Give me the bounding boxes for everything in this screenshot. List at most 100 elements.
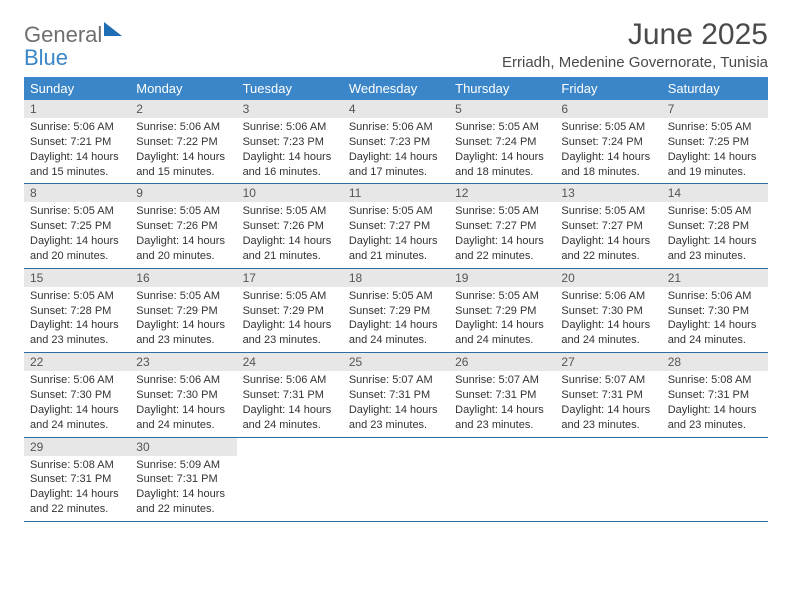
- day-line-sr: Sunrise: 5:06 AM: [136, 120, 230, 135]
- calendar-day: 25Sunrise: 5:07 AMSunset: 7:31 PMDayligh…: [343, 353, 449, 436]
- calendar-week: 22Sunrise: 5:06 AMSunset: 7:30 PMDayligh…: [24, 353, 768, 437]
- day-line-d1: Daylight: 14 hours: [455, 403, 549, 418]
- day-line-d1: Daylight: 14 hours: [455, 234, 549, 249]
- day-line-ss: Sunset: 7:29 PM: [349, 304, 443, 319]
- calendar-day: 17Sunrise: 5:05 AMSunset: 7:29 PMDayligh…: [237, 269, 343, 352]
- day-line-ss: Sunset: 7:27 PM: [455, 219, 549, 234]
- calendar-day: 22Sunrise: 5:06 AMSunset: 7:30 PMDayligh…: [24, 353, 130, 436]
- calendar-day: 23Sunrise: 5:06 AMSunset: 7:30 PMDayligh…: [130, 353, 236, 436]
- day-details: Sunrise: 5:05 AMSunset: 7:27 PMDaylight:…: [343, 202, 449, 267]
- day-line-d2: and 23 minutes.: [349, 418, 443, 433]
- day-details: Sunrise: 5:07 AMSunset: 7:31 PMDaylight:…: [555, 371, 661, 436]
- day-line-d2: and 22 minutes.: [455, 249, 549, 264]
- day-line-sr: Sunrise: 5:09 AM: [136, 458, 230, 473]
- day-number: 29: [24, 438, 130, 456]
- day-details: Sunrise: 5:05 AMSunset: 7:27 PMDaylight:…: [449, 202, 555, 267]
- day-details: Sunrise: 5:05 AMSunset: 7:29 PMDaylight:…: [237, 287, 343, 352]
- day-line-d2: and 23 minutes.: [136, 333, 230, 348]
- dow-cell: Saturday: [662, 77, 768, 100]
- day-line-d1: Daylight: 14 hours: [668, 318, 762, 333]
- logo-text-blue: Blue: [24, 45, 68, 70]
- day-line-sr: Sunrise: 5:05 AM: [455, 289, 549, 304]
- calendar-day: 8Sunrise: 5:05 AMSunset: 7:25 PMDaylight…: [24, 184, 130, 267]
- day-line-d1: Daylight: 14 hours: [668, 234, 762, 249]
- day-number: 30: [130, 438, 236, 456]
- day-details: Sunrise: 5:05 AMSunset: 7:25 PMDaylight:…: [662, 118, 768, 183]
- calendar-day: 18Sunrise: 5:05 AMSunset: 7:29 PMDayligh…: [343, 269, 449, 352]
- day-line-sr: Sunrise: 5:06 AM: [136, 373, 230, 388]
- calendar-day: 21Sunrise: 5:06 AMSunset: 7:30 PMDayligh…: [662, 269, 768, 352]
- day-details: Sunrise: 5:07 AMSunset: 7:31 PMDaylight:…: [343, 371, 449, 436]
- day-details: Sunrise: 5:06 AMSunset: 7:23 PMDaylight:…: [343, 118, 449, 183]
- day-number: 23: [130, 353, 236, 371]
- day-line-d2: and 24 minutes.: [349, 333, 443, 348]
- day-line-d1: Daylight: 14 hours: [243, 318, 337, 333]
- day-line-d2: and 17 minutes.: [349, 165, 443, 180]
- day-details: Sunrise: 5:07 AMSunset: 7:31 PMDaylight:…: [449, 371, 555, 436]
- day-line-d2: and 23 minutes.: [561, 418, 655, 433]
- day-line-sr: Sunrise: 5:05 AM: [30, 204, 124, 219]
- day-line-ss: Sunset: 7:23 PM: [243, 135, 337, 150]
- day-line-d2: and 16 minutes.: [243, 165, 337, 180]
- day-details: Sunrise: 5:08 AMSunset: 7:31 PMDaylight:…: [24, 456, 130, 521]
- calendar-day: 11Sunrise: 5:05 AMSunset: 7:27 PMDayligh…: [343, 184, 449, 267]
- day-line-ss: Sunset: 7:24 PM: [455, 135, 549, 150]
- day-line-sr: Sunrise: 5:06 AM: [243, 120, 337, 135]
- day-line-d1: Daylight: 14 hours: [668, 150, 762, 165]
- day-line-d1: Daylight: 14 hours: [243, 150, 337, 165]
- day-number: 15: [24, 269, 130, 287]
- day-details: Sunrise: 5:06 AMSunset: 7:30 PMDaylight:…: [662, 287, 768, 352]
- calendar-day: 27Sunrise: 5:07 AMSunset: 7:31 PMDayligh…: [555, 353, 661, 436]
- day-line-d2: and 22 minutes.: [30, 502, 124, 517]
- day-number: 3: [237, 100, 343, 118]
- day-line-ss: Sunset: 7:29 PM: [455, 304, 549, 319]
- day-number: 10: [237, 184, 343, 202]
- day-line-sr: Sunrise: 5:05 AM: [349, 204, 443, 219]
- day-line-d2: and 15 minutes.: [30, 165, 124, 180]
- day-details: Sunrise: 5:05 AMSunset: 7:29 PMDaylight:…: [130, 287, 236, 352]
- day-details: Sunrise: 5:08 AMSunset: 7:31 PMDaylight:…: [662, 371, 768, 436]
- day-line-ss: Sunset: 7:31 PM: [243, 388, 337, 403]
- day-line-ss: Sunset: 7:29 PM: [136, 304, 230, 319]
- day-line-ss: Sunset: 7:23 PM: [349, 135, 443, 150]
- day-line-ss: Sunset: 7:25 PM: [30, 219, 124, 234]
- calendar-day: 29Sunrise: 5:08 AMSunset: 7:31 PMDayligh…: [24, 438, 130, 521]
- day-line-d1: Daylight: 14 hours: [349, 234, 443, 249]
- day-line-ss: Sunset: 7:31 PM: [455, 388, 549, 403]
- calendar-week: 8Sunrise: 5:05 AMSunset: 7:25 PMDaylight…: [24, 184, 768, 268]
- day-number: 17: [237, 269, 343, 287]
- day-line-d2: and 20 minutes.: [30, 249, 124, 264]
- day-line-d2: and 23 minutes.: [243, 333, 337, 348]
- day-details: Sunrise: 5:05 AMSunset: 7:26 PMDaylight:…: [130, 202, 236, 267]
- day-line-ss: Sunset: 7:24 PM: [561, 135, 655, 150]
- day-line-ss: Sunset: 7:30 PM: [136, 388, 230, 403]
- day-number: 2: [130, 100, 236, 118]
- day-line-sr: Sunrise: 5:06 AM: [668, 289, 762, 304]
- day-line-sr: Sunrise: 5:05 AM: [243, 289, 337, 304]
- day-details: Sunrise: 5:06 AMSunset: 7:31 PMDaylight:…: [237, 371, 343, 436]
- day-line-sr: Sunrise: 5:07 AM: [455, 373, 549, 388]
- day-line-d2: and 18 minutes.: [561, 165, 655, 180]
- day-number: 6: [555, 100, 661, 118]
- day-details: Sunrise: 5:09 AMSunset: 7:31 PMDaylight:…: [130, 456, 236, 521]
- day-of-week-header: Sunday Monday Tuesday Wednesday Thursday…: [24, 77, 768, 100]
- day-line-d1: Daylight: 14 hours: [455, 150, 549, 165]
- day-number: 8: [24, 184, 130, 202]
- day-number: 27: [555, 353, 661, 371]
- day-line-sr: Sunrise: 5:05 AM: [136, 289, 230, 304]
- calendar-day: 2Sunrise: 5:06 AMSunset: 7:22 PMDaylight…: [130, 100, 236, 183]
- day-line-sr: Sunrise: 5:07 AM: [561, 373, 655, 388]
- day-number: 5: [449, 100, 555, 118]
- day-line-d1: Daylight: 14 hours: [561, 403, 655, 418]
- calendar-day: 30Sunrise: 5:09 AMSunset: 7:31 PMDayligh…: [130, 438, 236, 521]
- day-line-d2: and 23 minutes.: [455, 418, 549, 433]
- title-block: June 2025 Erriadh, Medenine Governorate,…: [502, 18, 768, 71]
- day-line-sr: Sunrise: 5:06 AM: [561, 289, 655, 304]
- day-number: 20: [555, 269, 661, 287]
- day-line-d1: Daylight: 14 hours: [561, 234, 655, 249]
- day-line-d1: Daylight: 14 hours: [668, 403, 762, 418]
- day-details: Sunrise: 5:06 AMSunset: 7:30 PMDaylight:…: [555, 287, 661, 352]
- day-details: Sunrise: 5:05 AMSunset: 7:29 PMDaylight:…: [343, 287, 449, 352]
- day-line-sr: Sunrise: 5:08 AM: [668, 373, 762, 388]
- day-number: 12: [449, 184, 555, 202]
